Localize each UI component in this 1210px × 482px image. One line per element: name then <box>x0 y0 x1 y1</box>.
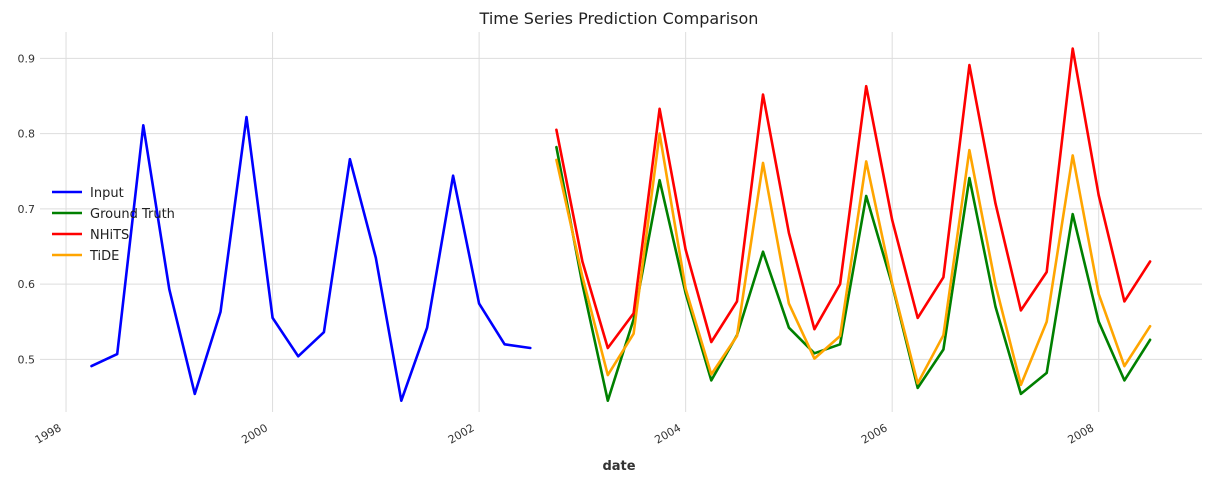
x-tick-label: 2006 <box>859 421 890 446</box>
legend-label: Ground Truth <box>90 207 175 222</box>
chart-title: Time Series Prediction Comparison <box>479 9 759 28</box>
x-axis-label: date <box>602 459 635 474</box>
y-tick-label: 0.7 <box>18 203 36 216</box>
x-tick-label: 2008 <box>1065 421 1096 446</box>
series-line-input <box>90 115 532 403</box>
x-tick-label: 2000 <box>239 421 270 446</box>
legend-label: NHiTS <box>90 228 129 243</box>
y-tick-label: 0.8 <box>18 128 36 141</box>
y-axis: 0.5 0.6 0.7 0.8 0.9 <box>18 52 36 366</box>
legend-label: Input <box>90 186 124 201</box>
y-tick-label: 0.9 <box>18 52 36 65</box>
series-line-ground-truth <box>555 145 1152 403</box>
y-tick-label: 0.5 <box>18 353 36 366</box>
y-tick-label: 0.6 <box>18 278 36 291</box>
x-tick-label: 1998 <box>33 421 64 446</box>
series-line-nhits <box>555 47 1152 350</box>
x-tick-label: 2002 <box>446 421 477 446</box>
series-layer <box>90 47 1152 403</box>
x-axis: 1998 2000 2002 2004 2006 2008 <box>33 421 1096 446</box>
series-line-tide <box>555 132 1152 387</box>
x-tick-label: 2004 <box>652 421 683 446</box>
legend-label: TiDE <box>89 249 119 264</box>
legend: Input Ground Truth NHiTS TiDE <box>52 186 175 264</box>
